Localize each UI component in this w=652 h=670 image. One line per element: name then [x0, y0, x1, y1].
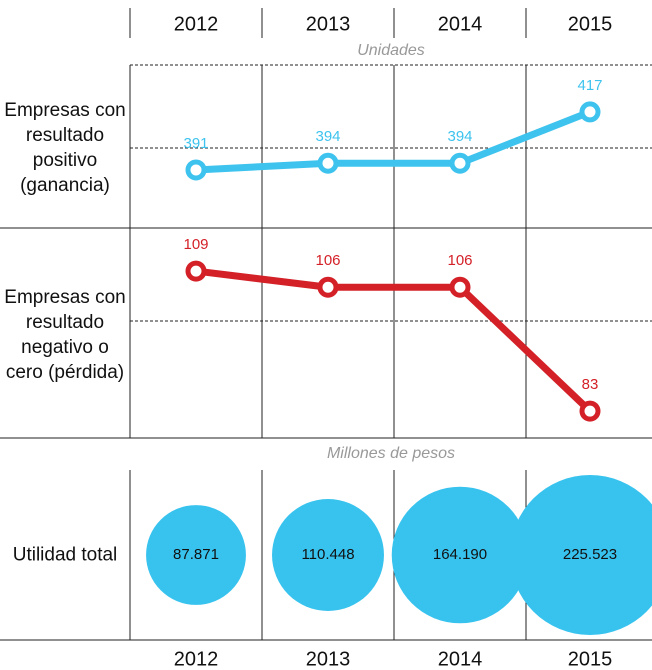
point	[185, 159, 207, 181]
point	[449, 152, 471, 174]
year-label: 2013	[306, 648, 351, 670]
row-label: Utilidad total	[12, 544, 118, 566]
year-label: 2013	[306, 13, 351, 35]
series-line	[195, 108, 592, 174]
series-line	[195, 267, 593, 414]
value-label: 109	[183, 236, 208, 253]
point	[449, 276, 471, 298]
value-label: 110.448	[301, 546, 354, 563]
bubble	[146, 505, 246, 605]
value-label: 87.871	[173, 546, 219, 563]
value-label: 417	[577, 77, 602, 94]
value-label: 106	[447, 252, 472, 269]
row-label: Empresas con resultado positivo (gananci…	[4, 100, 126, 196]
year-label: 2015	[568, 13, 613, 35]
point	[579, 400, 601, 422]
year-label: 2014	[438, 648, 483, 670]
subtitle: Unidades	[357, 42, 425, 59]
year-label: 2015	[568, 648, 613, 670]
point	[579, 101, 601, 123]
value-label: 106	[315, 252, 340, 269]
value-label: 225.523	[563, 546, 617, 563]
value-label: 164.190	[433, 546, 487, 563]
point	[317, 276, 339, 298]
value-label: 83	[582, 376, 599, 393]
row-label: Empresas con resultado negativo o cero (…	[4, 287, 126, 383]
year-label: 2012	[174, 13, 219, 35]
bubble	[391, 486, 529, 624]
subtitle: Millones de pesos	[327, 445, 455, 462]
point	[317, 152, 339, 174]
value-label: 394	[447, 128, 472, 145]
value-label: 391	[183, 135, 208, 152]
bubble	[272, 499, 384, 611]
point	[185, 260, 207, 282]
value-label: 394	[315, 128, 340, 145]
bubble	[510, 475, 652, 635]
year-label: 2014	[438, 13, 483, 35]
year-label: 2012	[174, 648, 219, 670]
layout-lines	[0, 8, 652, 641]
